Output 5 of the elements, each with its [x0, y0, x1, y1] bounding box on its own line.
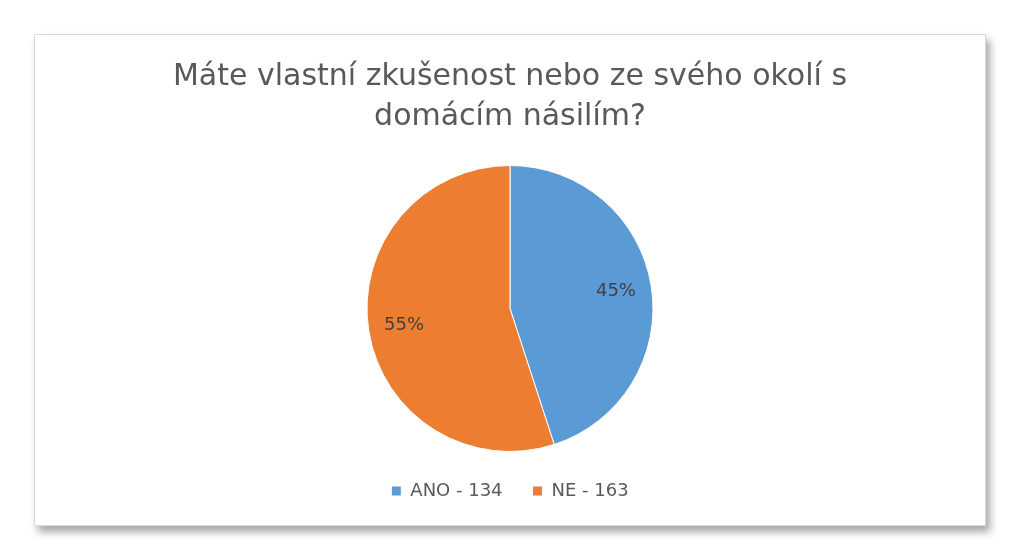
- data-label: 45%: [595, 279, 636, 301]
- legend-label: ANO - 134: [410, 478, 503, 500]
- legend-label: NE - 163: [551, 478, 629, 500]
- chart-title: Máte vlastní zkušenost nebo ze svého okolí s domácím násilím?: [171, 56, 849, 134]
- data-label: 55%: [384, 312, 425, 334]
